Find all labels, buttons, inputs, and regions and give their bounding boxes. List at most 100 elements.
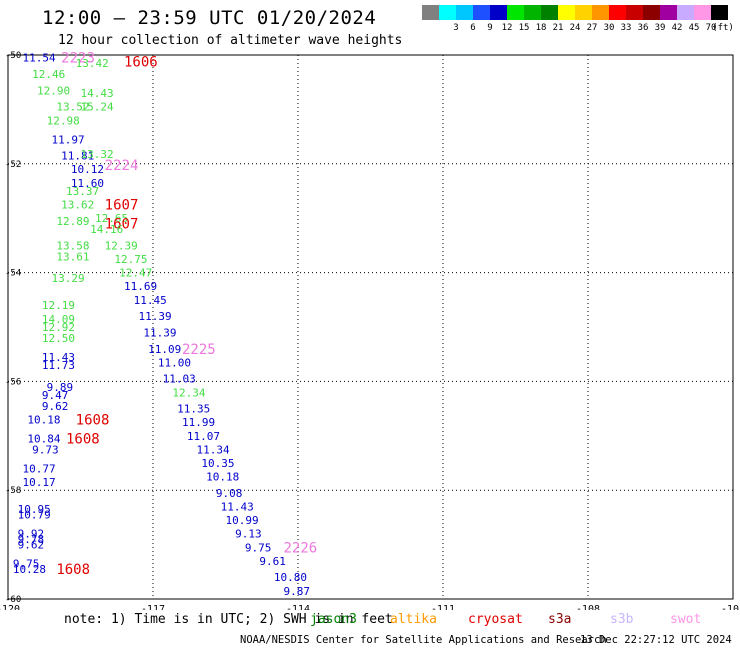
wave-height-reading: 13.42: [76, 57, 109, 70]
wave-height-reading: 11.45: [134, 294, 167, 307]
wave-height-reading: 9.87: [284, 585, 311, 598]
legend-swatch: [643, 5, 660, 20]
latitude-tick-label: -56: [5, 377, 21, 387]
legend-swatch: [507, 5, 524, 20]
legend-label: 30: [603, 23, 615, 33]
legend-swatch: [456, 5, 473, 20]
wave-height-reading: 13.29: [52, 272, 85, 285]
wave-height-map: -120 -117 -114 -111 -108 -105 -50 -52 -54 -56 -58 -…: [0, 51, 740, 610]
pass-time-label: 1608: [66, 432, 100, 448]
wave-height-reading: 12.90: [37, 84, 70, 97]
wave-height-reading: 10.17: [23, 476, 56, 489]
wave-height-reading: 9.47: [42, 389, 68, 402]
wave-height-reading: 14.16: [90, 223, 123, 236]
wave-height-reading: 9.75: [13, 558, 40, 571]
legend-swatch: [609, 5, 626, 20]
pass-time-label: 1607: [105, 217, 139, 233]
pass-time-label: 1607: [105, 198, 139, 214]
legend-label: 15: [518, 23, 530, 33]
legend-label: 9: [487, 23, 493, 33]
wave-height-reading: 14.09: [42, 313, 75, 326]
wave-height-reading: 11.09: [148, 343, 181, 356]
wave-height-reading: 11.39: [139, 310, 172, 323]
wave-height-reading: 9.89: [47, 381, 74, 394]
longitude-tick-label: -108: [576, 604, 600, 610]
wave-height-reading: 9.78: [18, 533, 44, 546]
wave-height-reading: 9.62: [42, 400, 68, 413]
wave-height-reading: 12.39: [105, 239, 138, 252]
wave-height-reading: 9.62: [18, 539, 44, 552]
wave-height-reading: 12.65: [95, 212, 128, 225]
satellite-swot: swot: [670, 612, 702, 627]
legend-label: 24: [569, 23, 581, 33]
wave-height-reading: 10.12: [71, 163, 104, 176]
wave-height-reading: 12.89: [56, 215, 89, 228]
wave-height-reading: 11.43: [221, 501, 254, 514]
footer-note: note: 1) Time is in UTC; 2) SWH is in fe…: [64, 612, 393, 627]
legend-swatch: [694, 5, 711, 20]
legend-swatch: [422, 5, 439, 20]
wave-height-reading: 13.61: [56, 250, 89, 263]
wave-height-reading: 13.62: [61, 199, 94, 212]
wave-height-reading: 11.97: [52, 133, 85, 146]
map-frame: [7, 54, 734, 600]
wave-height-reading: 10.80: [274, 571, 307, 584]
wave-height-reading: 11.73: [42, 359, 75, 372]
wave-height-reading: 12.50: [42, 332, 75, 345]
pass-time-label: 1608: [56, 562, 90, 578]
legend-label: 42: [671, 23, 683, 33]
wave-height-reading: 11.99: [182, 416, 215, 429]
pass-time-label: 2223: [61, 51, 95, 67]
legend-swatch: [711, 5, 728, 20]
legend-label: 6: [470, 23, 476, 33]
legend-swatch: [626, 5, 643, 20]
generation-timestamp: 13 Dec 22:27:12 UTC 2024: [580, 634, 732, 646]
wave-height-reading: 9.08: [216, 487, 243, 500]
latitude-tick-label: -52: [5, 160, 21, 170]
legend-swatch: [575, 5, 592, 20]
credit-line: NOAA/NESDIS Center for Satellite Applica…: [240, 634, 607, 646]
wave-height-reading: 11.43: [42, 351, 75, 364]
legend-label: 39: [654, 23, 666, 33]
wave-height-reading: 12.98: [47, 114, 80, 127]
wave-height-reading: 11.81: [61, 150, 94, 163]
legend-label: 70: [705, 23, 717, 33]
wave-height-reading: 15.24: [81, 101, 114, 114]
wave-height-reading: 13.37: [66, 185, 99, 198]
wave-height-reading: 11.39: [143, 326, 176, 339]
pass-time-label: 2226: [284, 540, 318, 556]
wave-height-reading: 10.84: [27, 433, 60, 446]
wave-height-reading: 9.73: [32, 443, 59, 456]
legend-label: 33: [620, 23, 632, 33]
latitude-tick-label: -54: [5, 269, 21, 279]
legend-swatch: [592, 5, 609, 20]
legend-label: 45: [688, 23, 700, 33]
page-title: 12:00 – 23:59 UTC 01/20/2024: [42, 7, 377, 29]
wave-height-reading: 11.35: [177, 403, 210, 416]
wave-height-reading: 10.99: [226, 514, 259, 527]
satellite-jason3: jason3: [310, 612, 357, 627]
wave-height-reading: 10.28: [13, 563, 46, 576]
legend-swatch: [490, 5, 507, 20]
satellite-s3a: s3a: [548, 612, 572, 627]
wave-height-reading: 11.00: [158, 356, 191, 369]
legend-label: 27: [586, 23, 598, 33]
wave-height-reading: 11.34: [197, 443, 230, 456]
legend-unit: (ft): [712, 23, 734, 33]
wave-height-reading: 9.13: [235, 528, 262, 541]
wave-height-reading: 12.47: [119, 267, 152, 280]
page-subtitle: 12 hour collection of altimeter wave hei…: [58, 33, 403, 48]
wave-height-reading: 9.75: [245, 541, 271, 554]
wave-height-reading: 13.32: [81, 148, 114, 161]
legend-swatch: [677, 5, 694, 20]
wave-height-reading: 13.58: [56, 239, 89, 252]
wave-height-reading: 10.95: [18, 503, 51, 516]
wave-height-reading: 10.35: [201, 457, 234, 470]
wave-height-reading: 11.07: [187, 430, 220, 443]
satellite-cryosat: cryosat: [468, 612, 523, 627]
wave-height-reading: 13.52: [56, 101, 89, 114]
longitude-tick-label: -105: [721, 604, 740, 610]
latitude-tick-label: -58: [5, 486, 21, 496]
legend-swatch: [660, 5, 677, 20]
wave-height-reading: 10.77: [23, 462, 56, 475]
